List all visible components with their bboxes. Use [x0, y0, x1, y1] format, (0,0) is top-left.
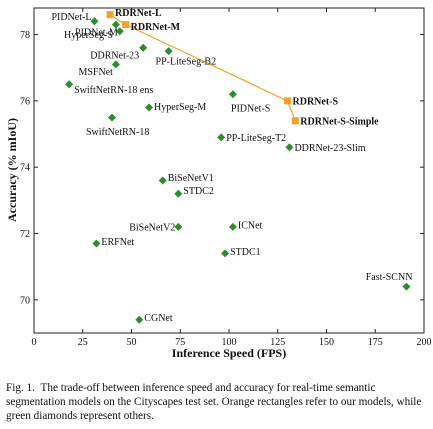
point-swiftnetrn-18-ens	[65, 80, 74, 89]
point-pidnet-l	[90, 17, 99, 26]
point-fast-scnn	[402, 282, 411, 291]
point-labels: RDRNet-L RDRNet-M RDRNet-S RDRNet-S-Simple P…	[51, 8, 412, 324]
point-pp-liteseg-t2	[217, 133, 226, 142]
point-label-rdrnet-m: RDRNet-M	[131, 22, 181, 33]
point-swiftnetrn-18	[108, 113, 116, 122]
point-rdrnet-l	[106, 11, 114, 19]
point-erfnet	[92, 239, 101, 248]
x-axis-title: Inference Speed (FPS)	[172, 346, 286, 360]
point-stdc2	[174, 189, 183, 198]
point-label-ddrnet-23-slim: DDRNet-23-Slim	[294, 143, 365, 154]
series-layer	[65, 11, 411, 324]
x-tick-label-200: 200	[417, 337, 432, 348]
point-label-swiftnetrn-18: SwiftNetRN-18	[86, 127, 149, 138]
point-label-icnet: ICNet	[238, 220, 263, 231]
point-ddrnet-23	[139, 43, 148, 52]
x-tick-label-175: 175	[368, 337, 383, 348]
point-rdrnet-m	[122, 21, 130, 29]
x-tick-label-0: 0	[32, 337, 37, 348]
point-hyperseg-s	[111, 20, 120, 29]
figure-caption: Fig. 1. The trade-off between inference …	[6, 381, 426, 423]
point-bisenetv1	[158, 176, 167, 185]
point-label-swiftnetrn-18-ens: SwiftNetRN-18 ens	[74, 85, 153, 96]
point-rdrnet-s-simple	[291, 117, 299, 125]
point-rdrnet-s	[284, 97, 291, 105]
series-0-line	[109, 14, 296, 122]
y-axis-title: Accuracy (% mIoU)	[5, 118, 19, 222]
point-label-stdc2: STDC2	[183, 186, 214, 197]
y-tick-label-72: 72	[20, 229, 30, 240]
x-tick-label-25: 25	[78, 337, 88, 348]
x-tick-label-125: 125	[270, 337, 285, 348]
point-icnet	[228, 222, 237, 231]
point-label-erfnet: ERFNet	[101, 237, 134, 248]
y-tick-label-74: 74	[20, 163, 30, 174]
point-label-cgnet: CGNet	[144, 313, 173, 324]
point-label-ddrnet-23: DDRNet-23	[90, 50, 139, 61]
point-label-pidnet-m: PIDNet-M	[75, 28, 118, 39]
point-label-pp-liteseg-b2: PP-LiteSeg-B2	[156, 57, 217, 68]
point-msfnet	[111, 60, 120, 69]
point-label-stdc1: STDC1	[230, 247, 261, 258]
point-label-hyperseg-s: HyperSeg-S	[64, 30, 113, 41]
x-axis: 0 25 50 75 100 125 150 175 200	[32, 8, 432, 348]
y-tick-label-70: 70	[20, 295, 30, 306]
point-label-msfnet: MSFNet	[78, 67, 113, 78]
point-pidnet-s	[228, 90, 237, 99]
point-label-pidnet-l: PIDNet-L	[51, 12, 91, 23]
x-tick-label-100: 100	[222, 337, 237, 348]
point-label-rdrnet-s: RDRNet-S	[293, 96, 339, 107]
point-label-bisenetv2: BiSeNetV2	[129, 222, 175, 233]
point-stdc1	[221, 249, 230, 258]
point-ddrnet-23-slim	[285, 143, 294, 152]
y-axis: 70 72 74 76 78	[20, 30, 424, 306]
x-tick-label-150: 150	[319, 337, 334, 348]
scatter-chart: 70 72 74 76 78 0 25 50 75 100 125 150 175 200 RDRNet…	[5, 7, 432, 360]
x-tick-label-50: 50	[127, 337, 137, 348]
point-label-rdrnet-s-simple: RDRNet-S-Simple	[300, 116, 379, 127]
point-pp-liteseg-b2	[164, 47, 173, 56]
point-label-pidnet-s: PIDNet-S	[231, 104, 270, 115]
point-label-bisenetv1: BiSeNetV1	[168, 173, 214, 184]
caption-prefix: Fig. 1.	[6, 382, 35, 394]
y-tick-label-78: 78	[20, 30, 30, 41]
x-tick-label-75: 75	[175, 337, 185, 348]
point-label-fast-scnn: Fast-SCNN	[366, 272, 413, 283]
point-pidnet-m	[115, 27, 124, 36]
point-label-rdrnet-l: RDRNet-L	[115, 8, 162, 19]
point-label-pp-liteseg-t2: PP-LiteSeg-T2	[226, 133, 286, 144]
point-hyperseg-m	[145, 103, 154, 112]
point-cgnet	[135, 315, 144, 324]
y-tick-label-76: 76	[20, 96, 30, 107]
point-bisenetv2	[174, 222, 183, 231]
point-label-hyperseg-m: HyperSeg-M	[154, 102, 206, 113]
caption-text: The trade-off between inference speed an…	[6, 382, 422, 422]
